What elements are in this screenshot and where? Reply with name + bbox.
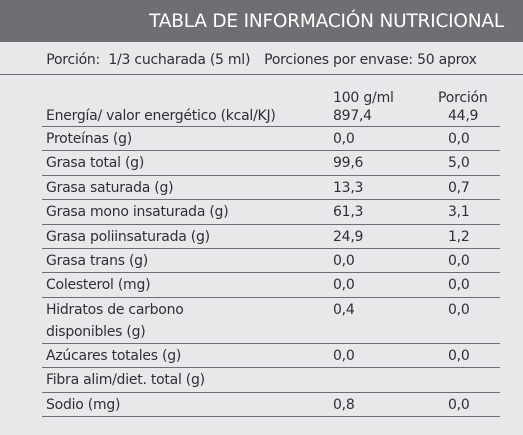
value-per-portion: 0,7 xyxy=(448,179,470,196)
value-per-portion: 0,0 xyxy=(448,301,470,318)
nutrient-name: Energía/ valor energético (kcal/KJ) xyxy=(46,108,276,124)
nutrient-name: Hidratos de carbono disponibles (g) xyxy=(46,301,184,340)
nutrient-name: Azúcares totales (g) xyxy=(46,347,182,364)
nutrient-name: Colesterol (mg) xyxy=(46,277,151,294)
value-per-100: 897,4 xyxy=(333,108,372,124)
portion-size: Porción: 1/3 cucharada (5 ml) xyxy=(46,51,251,68)
value-per-portion: 44,9 xyxy=(448,108,479,124)
value-per-portion: 0,0 xyxy=(448,396,470,413)
table-row: Grasa poliinsaturada (g) 24,9 1,2 xyxy=(42,225,500,249)
value-per-portion: 0,0 xyxy=(448,252,470,269)
value-per-100: 0,0 xyxy=(333,347,355,364)
nutrient-name: Proteínas (g) xyxy=(46,131,132,147)
table-title: TABLA DE INFORMACIÓN NUTRICIONAL xyxy=(149,10,504,32)
value-per-100: 0,0 xyxy=(333,131,355,147)
table-row: Hidratos de carbono disponibles (g) 0,4 … xyxy=(42,298,500,344)
value-per-100: 0,8 xyxy=(333,396,355,413)
column-header-portion: Porción xyxy=(438,90,488,106)
nutrient-name: Sodio (mg) xyxy=(46,396,121,413)
value-per-portion: 3,1 xyxy=(448,204,470,221)
table-row: Grasa saturada (g) 13,3 0,7 xyxy=(42,176,500,201)
value-per-portion: 1,2 xyxy=(448,228,470,245)
value-per-portion: 0,0 xyxy=(448,131,470,147)
column-header-per-100: 100 g/ml xyxy=(333,90,394,106)
nutrient-name: Grasa mono insaturada (g) xyxy=(46,204,229,221)
table-row: Azúcares totales (g) 0,0 0,0 xyxy=(42,344,500,369)
serving-info: Porción: 1/3 cucharada (5 ml) Porciones … xyxy=(0,45,523,75)
value-per-100: 0,0 xyxy=(333,252,355,269)
value-per-100: 13,3 xyxy=(333,179,364,196)
nutrient-name: Grasa trans (g) xyxy=(46,252,149,269)
table-row: Fibra alim/diet. total (g) xyxy=(42,368,500,393)
table-row: Energía/ valor energético (kcal/KJ) 897,… xyxy=(42,108,500,127)
nutrient-name: Grasa saturada (g) xyxy=(46,179,174,196)
nutrient-name: Grasa poliinsaturada (g) xyxy=(46,228,210,245)
value-per-portion: 0,0 xyxy=(448,277,470,294)
value-per-100: 0,0 xyxy=(333,277,355,294)
servings-per-container: Porciones por envase: 50 aprox xyxy=(264,51,477,68)
table-row: Proteínas (g) 0,0 0,0 xyxy=(42,127,500,152)
nutrition-table: Energía/ valor energético (kcal/KJ) 897,… xyxy=(42,108,500,417)
value-per-100: 0,4 xyxy=(333,301,355,318)
nutrient-name: Fibra alim/diet. total (g) xyxy=(46,372,205,389)
table-row: Colesterol (mg) 0,0 0,0 xyxy=(42,273,500,298)
nutrient-name: Grasa total (g) xyxy=(46,155,145,172)
value-per-100: 61,3 xyxy=(333,204,364,221)
value-per-portion: 0,0 xyxy=(448,347,470,364)
value-per-portion: 5,0 xyxy=(448,155,470,172)
table-row: Grasa total (g) 99,6 5,0 xyxy=(42,151,500,176)
value-per-100: 24,9 xyxy=(333,228,364,245)
table-row: Grasa mono insaturada (g) 61,3 3,1 xyxy=(42,200,500,225)
table-title-bar: TABLA DE INFORMACIÓN NUTRICIONAL xyxy=(0,0,523,42)
table-row: Grasa trans (g) 0,0 0,0 xyxy=(42,249,500,274)
value-per-100: 99,6 xyxy=(333,155,364,172)
table-row: Sodio (mg) 0,8 0,0 xyxy=(42,393,500,417)
